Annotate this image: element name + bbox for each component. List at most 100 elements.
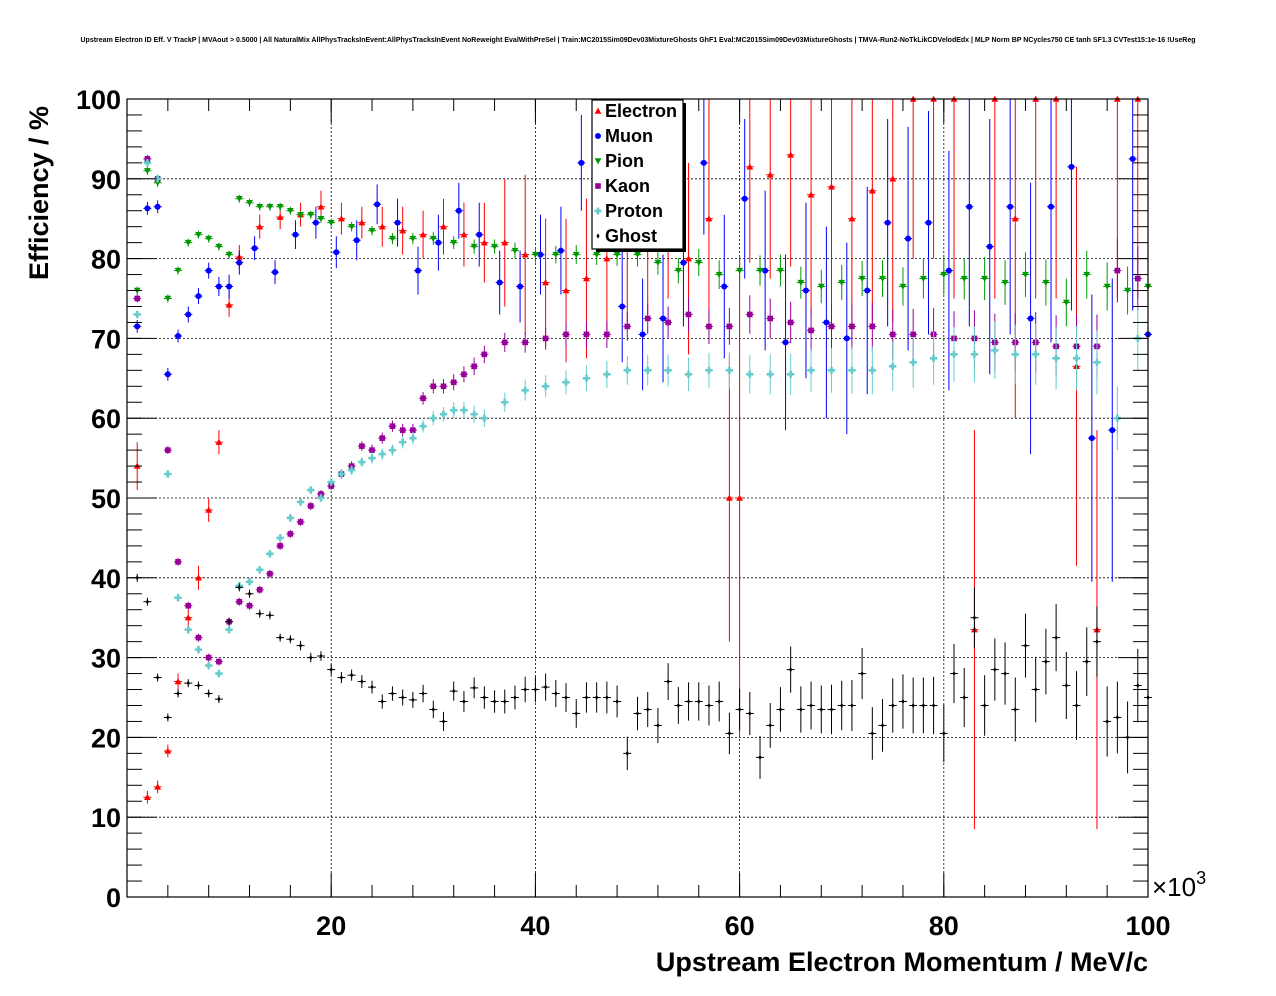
data-point	[544, 684, 548, 690]
data-point	[746, 370, 754, 378]
data-point	[327, 478, 335, 486]
data-point	[480, 239, 488, 246]
legend-shadow-right	[683, 103, 686, 252]
data-point	[747, 311, 753, 318]
data-point	[1068, 163, 1075, 170]
data-point	[431, 706, 435, 713]
data-point	[174, 594, 182, 602]
data-point	[164, 371, 171, 378]
data-point	[623, 366, 631, 374]
data-point	[721, 283, 728, 290]
data-point	[533, 686, 537, 693]
data-point	[317, 494, 325, 502]
legend-label: Muon	[605, 126, 653, 146]
data-point	[1134, 275, 1141, 282]
data-point	[256, 566, 264, 574]
data-point	[216, 658, 222, 665]
data-point	[646, 706, 650, 713]
data-point	[430, 383, 437, 390]
data-point	[429, 414, 437, 422]
data-point	[236, 598, 243, 605]
data-point	[1032, 350, 1040, 358]
data-point	[799, 706, 803, 713]
data-point	[237, 584, 241, 590]
data-point	[746, 163, 754, 170]
data-point	[1027, 315, 1034, 322]
data-point	[981, 275, 989, 282]
data-point	[1093, 358, 1101, 366]
data-point	[807, 191, 815, 198]
data-point	[603, 255, 611, 262]
data-point	[460, 231, 468, 238]
y-tick-label: 60	[91, 404, 121, 434]
data-point	[399, 438, 407, 446]
data-point	[450, 239, 458, 247]
data-points	[133, 95, 1152, 830]
legend-entry-proton: Proton	[594, 201, 663, 221]
data-point	[706, 323, 712, 330]
data-point	[272, 269, 279, 276]
data-point	[952, 670, 956, 677]
data-point	[1083, 271, 1091, 278]
data-point	[905, 235, 912, 242]
data-point	[991, 346, 999, 354]
data-point	[639, 331, 646, 338]
data-point	[286, 514, 294, 522]
data-point	[705, 366, 713, 374]
data-point	[339, 674, 344, 681]
data-point	[603, 370, 611, 378]
data-point	[727, 730, 731, 737]
data-point	[634, 251, 641, 259]
data-point	[350, 672, 354, 678]
data-point	[1064, 682, 1068, 689]
data-point	[461, 371, 467, 378]
data-point	[358, 458, 366, 466]
data-point	[583, 331, 590, 338]
data-point	[205, 506, 213, 513]
data-point	[501, 339, 508, 346]
data-point	[582, 374, 590, 382]
legend-label: Proton	[605, 201, 663, 221]
data-point	[368, 454, 376, 462]
data-point	[950, 350, 958, 358]
data-point	[333, 249, 340, 256]
axis-ticks	[126, 98, 1149, 898]
data-point	[1007, 203, 1014, 210]
data-point	[292, 231, 299, 238]
data-point	[517, 283, 524, 290]
data-point	[409, 235, 417, 243]
y-tick-label: 90	[91, 165, 121, 195]
data-point	[942, 730, 946, 737]
data-point	[389, 235, 396, 243]
legend-label: Kaon	[605, 176, 650, 196]
data-point	[399, 227, 407, 234]
data-point	[256, 586, 263, 593]
data-point	[850, 702, 854, 709]
data-point	[298, 643, 303, 649]
data-point	[246, 602, 253, 609]
data-point	[411, 697, 415, 703]
data-point	[164, 470, 172, 478]
legend-label: Pion	[605, 151, 644, 171]
data-point	[378, 223, 386, 230]
data-point	[940, 271, 948, 278]
data-point	[205, 662, 213, 670]
data-point	[360, 678, 364, 685]
data-point	[889, 175, 897, 182]
data-point	[767, 315, 774, 322]
data-point	[736, 494, 743, 501]
data-point	[1001, 279, 1009, 286]
data-point	[288, 636, 292, 642]
data-point	[185, 311, 192, 318]
data-point	[278, 635, 282, 641]
data-point	[1074, 702, 1079, 709]
legend-entry-kaon: Kaon	[595, 176, 650, 196]
data-point	[574, 710, 578, 717]
data-point	[297, 498, 305, 506]
data-point	[414, 267, 421, 274]
data-point	[1022, 271, 1029, 278]
data-point	[919, 275, 927, 282]
x-axis-multiplier: ×103	[1152, 868, 1206, 902]
data-point	[1042, 279, 1050, 286]
data-point	[909, 358, 917, 366]
